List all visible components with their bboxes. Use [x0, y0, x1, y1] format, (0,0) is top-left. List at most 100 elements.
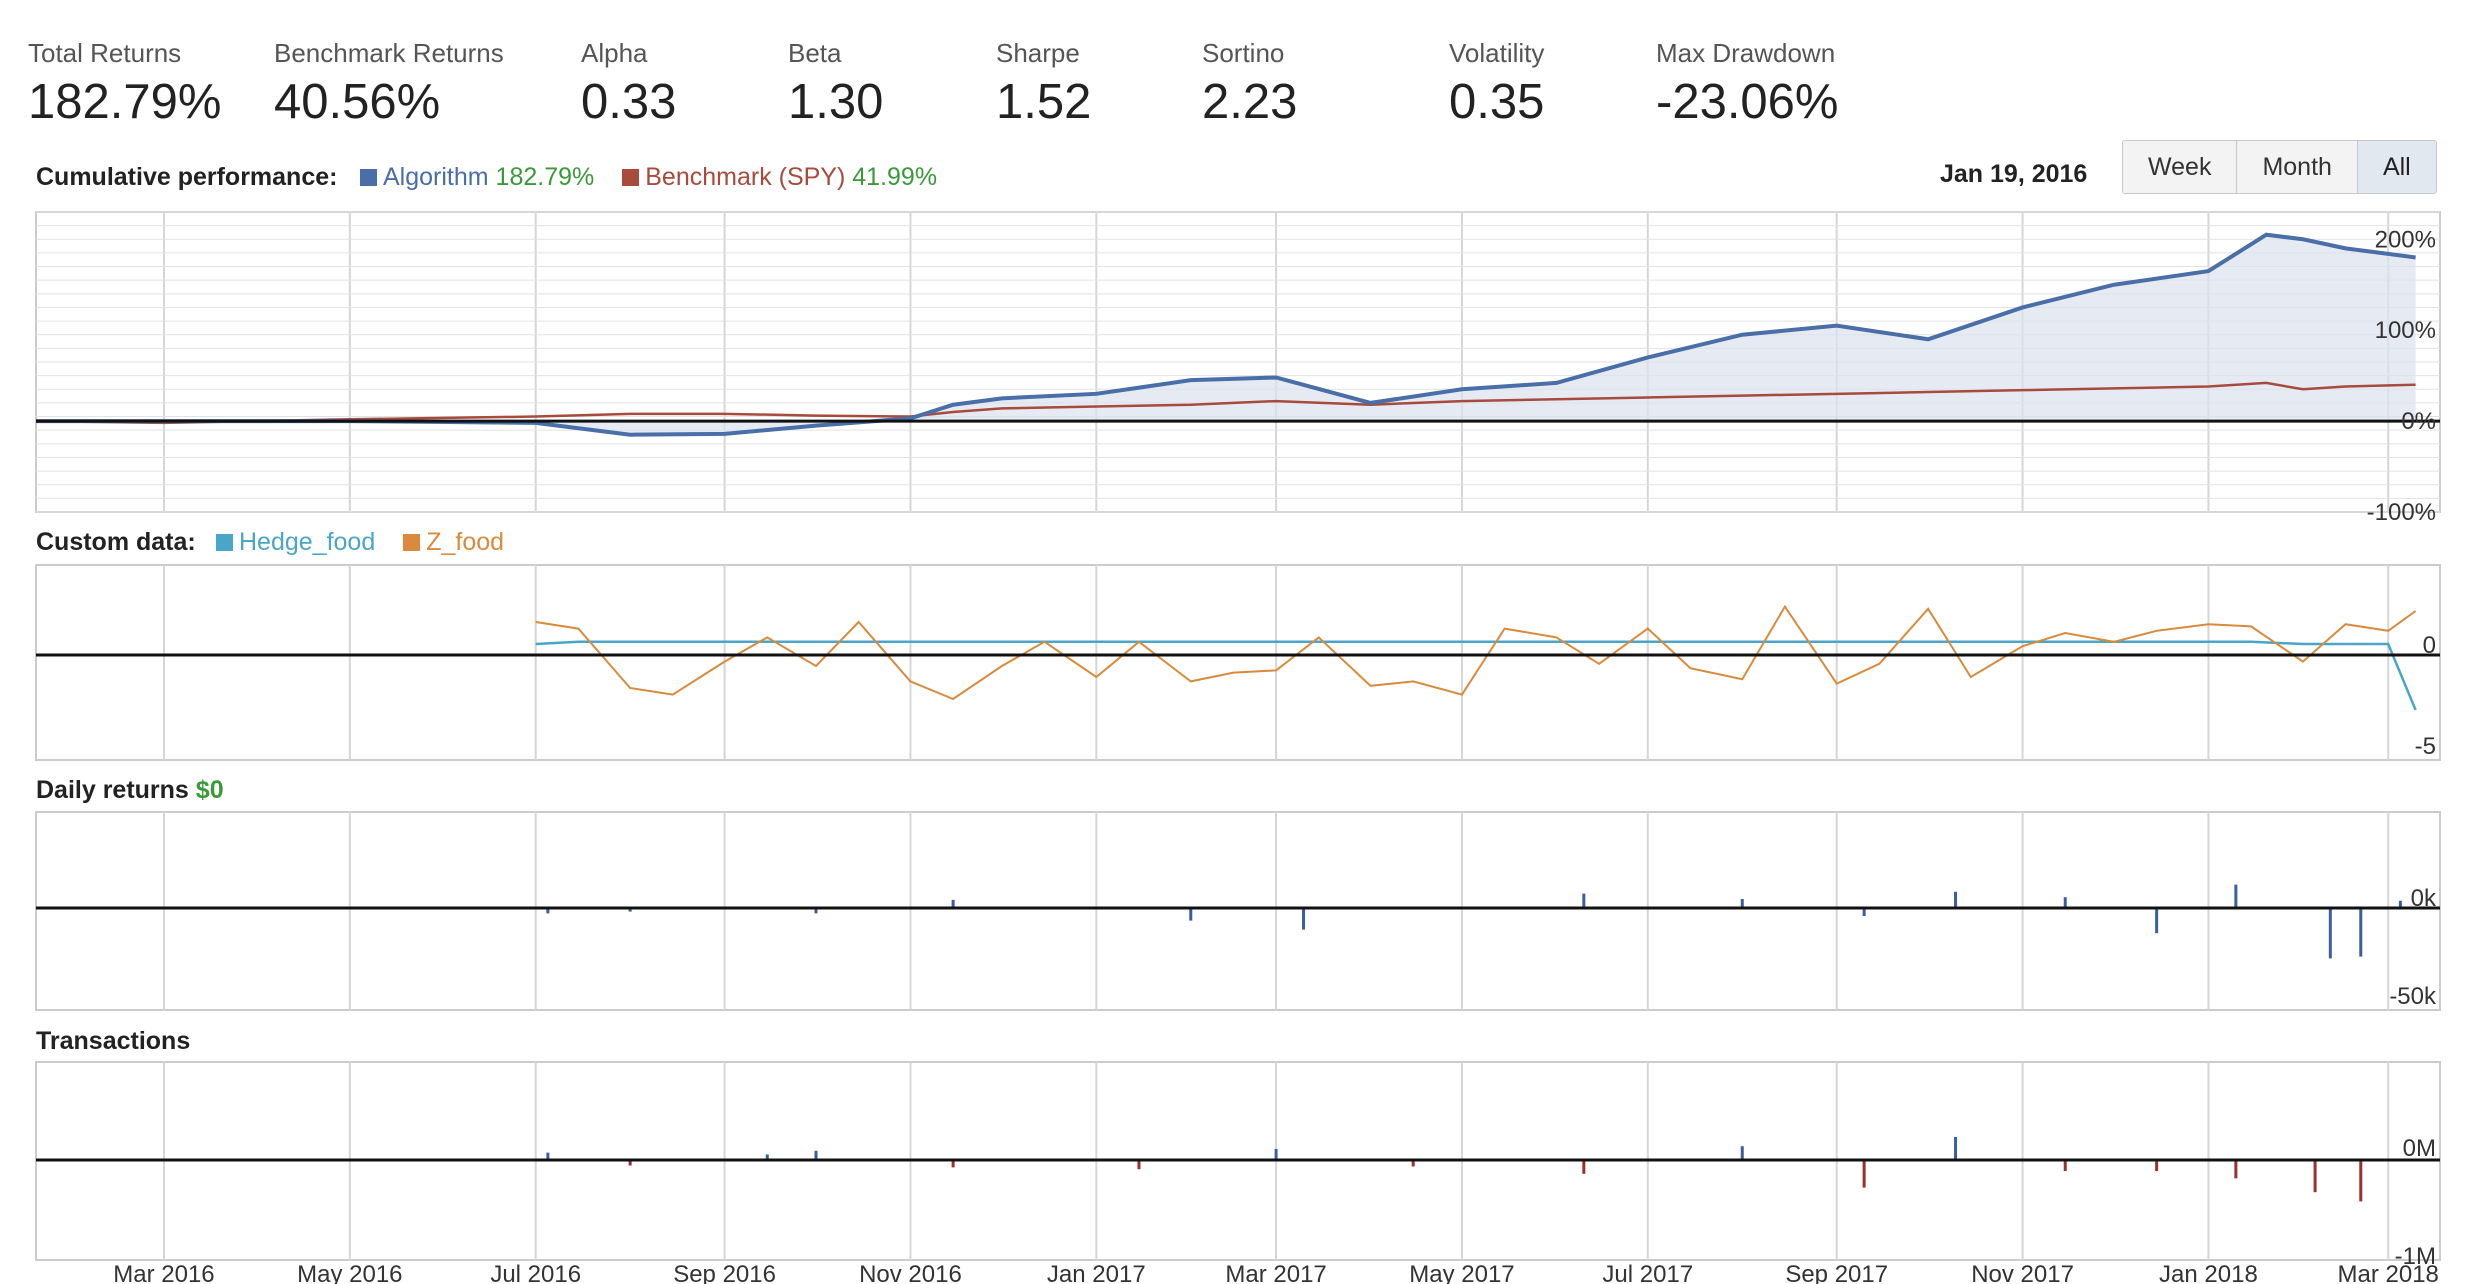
stat-total-returns: Total Returns 182.79% [28, 38, 221, 132]
transaction-bar [1740, 1146, 1744, 1160]
y-tick-label: 200% [2375, 226, 2436, 253]
legend-item-hedge-food[interactable]: Hedge_food [216, 528, 375, 557]
legend-item-algorithm[interactable]: Algorithm 182.79% [360, 163, 594, 192]
transaction-bar [1954, 1137, 1958, 1160]
transaction-bar [1274, 1148, 1278, 1160]
transaction-bar [2155, 1160, 2159, 1172]
y-tick-label: -1M [2395, 1243, 2436, 1270]
y-tick-label: 0% [2401, 408, 2436, 435]
daily-return-bar [2234, 884, 2238, 908]
daily-returns-title: Daily returns [36, 776, 189, 804]
x-tick-label: Mar 2018 [2338, 1261, 2439, 1284]
transaction-bar [951, 1160, 955, 1168]
transaction-bar [814, 1150, 818, 1160]
x-tick-label: Jan 2018 [2159, 1261, 2258, 1284]
transaction-bar [546, 1152, 550, 1160]
legend-algorithm-value: 182.79% [495, 163, 595, 191]
algorithm-area [36, 234, 2416, 435]
y-tick-label: 0 [2423, 632, 2436, 659]
algorithm-swatch-icon [360, 169, 377, 186]
daily-return-bar [1582, 893, 1586, 908]
daily-return-bar [2359, 908, 2363, 957]
hedge-food-line [535, 640, 2417, 711]
stat-label: Benchmark Returns [274, 38, 504, 68]
hover-date-label: Jan 19, 2016 [1940, 160, 2088, 188]
stat-label: Sharpe [996, 38, 1080, 68]
range-all-button[interactable]: All [2357, 141, 2436, 193]
range-week-button[interactable]: Week [2123, 141, 2238, 193]
transaction-bar [765, 1154, 769, 1160]
y-tick-label: -100% [2367, 499, 2436, 526]
x-tick-label: Nov 2017 [1971, 1261, 2074, 1284]
stat-label: Max Drawdown [1656, 38, 1836, 68]
z-food-line [535, 604, 2417, 701]
stat-value: -23.06% [1656, 75, 1839, 129]
x-tick-label: Mar 2016 [113, 1261, 214, 1284]
transaction-bar [1137, 1160, 1141, 1170]
stat-sortino: Sortino 2.23 [1202, 38, 1297, 132]
daily-return-bar [2063, 897, 2067, 908]
daily-returns-value: $0 [195, 776, 224, 804]
x-tick-label: Mar 2017 [1225, 1261, 1326, 1284]
x-tick-label: Sep 2017 [1785, 1261, 1888, 1284]
daily-return-bar [1302, 908, 1306, 930]
range-selector: Week Month All [2122, 140, 2437, 194]
transaction-bar [2359, 1160, 2363, 1202]
stat-sharpe: Sharpe 1.52 [996, 38, 1091, 132]
stat-value: 0.33 [581, 75, 677, 129]
legend-hedge-food: Hedge_food [239, 528, 376, 556]
panel-frame [35, 564, 2441, 761]
daily-return-bar [951, 899, 955, 908]
panel-frame [35, 811, 2441, 1011]
legend-item-benchmark[interactable]: Benchmark (SPY) 41.99% [622, 163, 937, 192]
daily-return-bar [2398, 900, 2402, 908]
x-tick-label: Jul 2016 [490, 1261, 581, 1284]
legend-z-food: Z_food [426, 528, 505, 556]
y-tick-label: -50k [2389, 983, 2437, 1010]
daily-return-bar [2328, 908, 2332, 959]
custom-data-label: Custom data: [36, 528, 196, 556]
stat-volatility: Volatility 0.35 [1449, 38, 1544, 132]
transaction-bar [1582, 1160, 1586, 1174]
algorithm-line [36, 232, 2416, 437]
stat-label: Volatility [1449, 38, 1545, 68]
stat-value: 2.23 [1202, 75, 1298, 129]
x-tick-label: May 2016 [297, 1261, 402, 1284]
y-tick-label: -5 [2415, 733, 2436, 760]
transactions-label: Transactions [36, 1027, 191, 1055]
transaction-bar [628, 1160, 632, 1166]
stat-value: 182.79% [28, 75, 222, 129]
legend-item-z-food[interactable]: Z_food [403, 528, 504, 557]
legend-benchmark-name: Benchmark (SPY) [645, 163, 846, 191]
transaction-bar [1411, 1160, 1415, 1167]
daily-returns-label: Daily returns $0 [36, 776, 224, 805]
daily-return-bar [1740, 899, 1744, 908]
stat-beta: Beta 1.30 [788, 38, 883, 132]
x-tick-label: Nov 2016 [859, 1261, 962, 1284]
transaction-bar [2313, 1160, 2317, 1193]
stat-label: Beta [788, 38, 842, 68]
daily-return-bar [814, 908, 818, 914]
hedge-food-swatch-icon [216, 534, 233, 551]
daily-return-bar [1954, 891, 1958, 908]
z-food-swatch-icon [403, 534, 421, 551]
benchmark-swatch-icon [622, 169, 640, 186]
y-tick-label: 0k [2411, 885, 2437, 912]
legend-algorithm-name: Algorithm [383, 163, 489, 191]
stats-bar: Total Returns 182.79% Benchmark Returns … [0, 0, 2468, 140]
transaction-bar [2063, 1160, 2067, 1172]
stat-value: 0.35 [1449, 75, 1545, 129]
custom-legend: Hedge_food Z_food [216, 528, 532, 557]
daily-return-bar [1189, 908, 1193, 921]
transaction-bar [2234, 1160, 2238, 1179]
stat-alpha: Alpha 0.33 [581, 38, 676, 132]
legend-benchmark-value: 41.99% [852, 163, 938, 191]
range-month-button[interactable]: Month [2237, 141, 2358, 193]
x-tick-label: May 2017 [1409, 1261, 1514, 1284]
x-tick-label: Jul 2017 [1602, 1261, 1693, 1284]
stat-value: 1.30 [788, 75, 884, 129]
stat-benchmark-returns: Benchmark Returns 40.56% [274, 38, 504, 132]
cumulative-performance-label: Cumulative performance: [36, 163, 338, 191]
daily-return-bar [2155, 908, 2159, 934]
